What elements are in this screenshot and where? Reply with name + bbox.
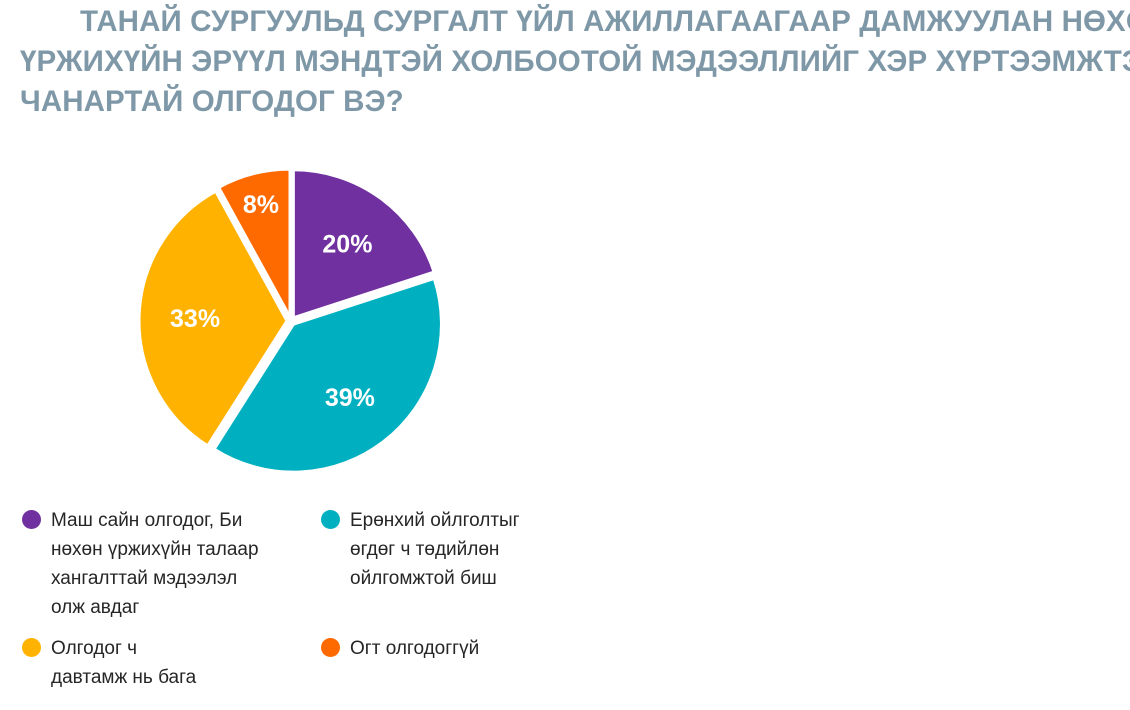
legend-label-line: олж авдаг — [51, 597, 140, 618]
legend-label-line: Огт олгодоггүй — [350, 638, 480, 659]
legend-swatch-infrequent — [22, 638, 41, 657]
legend-label-line: Маш сайн олгодог, Би — [51, 510, 243, 531]
pie-slice-very-good — [291, 168, 436, 320]
legend-label-very-good: Маш сайн олгодог, Би нөхөн үржихүйн тала… — [51, 506, 259, 622]
legend-item-never: Огт олгодоггүй — [321, 634, 479, 663]
legend-label-line: Ерөнхий ойлголтыг — [350, 510, 520, 531]
legend-swatch-general — [321, 510, 340, 529]
chart-title-line-1: ТАНАЙ СУРГУУЛЬД СУРГАЛТ ҮЙЛ АЖИЛЛАГААГАА… — [80, 5, 1130, 38]
legend-label-never: Огт олгодоггүй — [350, 634, 479, 663]
legend-swatch-never — [321, 638, 340, 657]
legend-item-infrequent: Олгодог ч давтамж нь бага — [22, 634, 196, 692]
legend-label-line: давтамж нь бага — [51, 667, 197, 688]
legend-item-general: Ерөнхий ойлголтыг өгдөг ч төдийлөн ойлго… — [321, 506, 520, 593]
data-label-never: 8% — [243, 191, 279, 219]
legend-label-infrequent: Олгодог ч давтамж нь бага — [51, 634, 196, 692]
data-label-general: 39% — [325, 384, 375, 412]
data-label-very-good: 20% — [322, 230, 372, 258]
pie-slice-never — [217, 167, 292, 319]
legend-label-line: нөхөн үржихүйн талаар — [51, 539, 259, 560]
legend-label-line: ойлгомжтой биш — [350, 568, 497, 589]
legend-label-general: Ерөнхий ойлголтыг өгдөг ч төдийлөн ойлго… — [350, 506, 520, 593]
legend-label-line: Олгодог ч — [51, 638, 138, 659]
data-label-infrequent: 33% — [170, 305, 220, 333]
legend-swatch-very-good — [22, 510, 41, 529]
chart-title-line-3: ЧАНАРТАЙ ОЛГОДОГ ВЭ? — [20, 85, 404, 118]
pie-slice-general — [212, 276, 443, 474]
chart-title: ТАНАЙ СУРГУУЛЬД СУРГАЛТ ҮЙЛ АЖИЛЛАГААГАА… — [0, 2, 1130, 122]
pie-slice-infrequent — [137, 189, 289, 448]
legend-item-very-good: Маш сайн олгодог, Би нөхөн үржихүйн тала… — [22, 506, 259, 622]
legend-label-line: өгдөг ч төдийлөн — [350, 539, 500, 560]
chart-title-line-2: ҮРЖИХҮЙН ЭРҮҮЛ МЭНДТЭЙ ХОЛБООТОЙ МЭДЭЭЛЛ… — [20, 45, 1130, 78]
legend-label-line: хангалттай мэдээлэл — [51, 568, 238, 589]
